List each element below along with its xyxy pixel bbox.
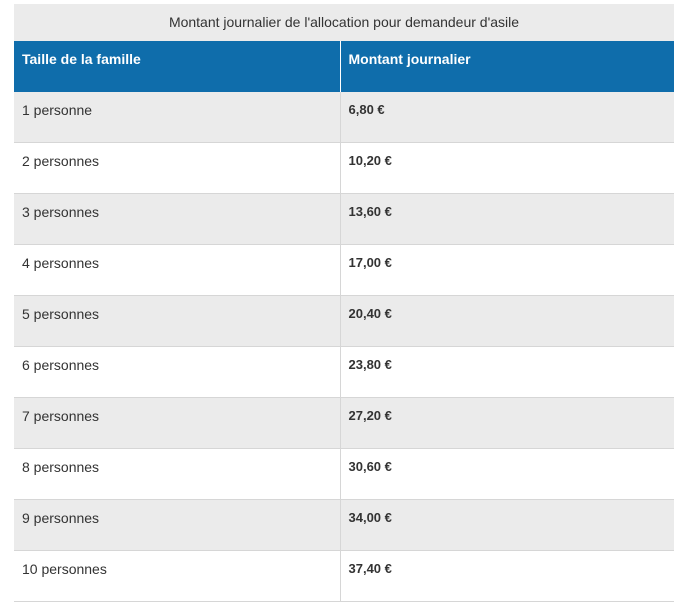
header-daily-amount: Montant journalier bbox=[340, 41, 674, 92]
table-row: 5 personnes 20,40 € bbox=[14, 295, 674, 347]
family-size-cell: 2 personnes bbox=[14, 142, 341, 194]
allowance-table-container: Montant journalier de l'allocation pour … bbox=[14, 4, 674, 602]
table-row: 7 personnes 27,20 € bbox=[14, 397, 674, 449]
table-caption: Montant journalier de l'allocation pour … bbox=[14, 4, 674, 41]
table-header: Taille de la famille Montant journalier bbox=[14, 41, 674, 92]
family-size-cell: 4 personnes bbox=[14, 244, 341, 296]
header-row: Taille de la famille Montant journalier bbox=[14, 41, 674, 92]
daily-amount-cell: 23,80 € bbox=[340, 346, 674, 398]
table-row: 1 personne 6,80 € bbox=[14, 92, 674, 143]
table-row: 10 personnes 37,40 € bbox=[14, 550, 674, 602]
family-size-cell: 1 personne bbox=[14, 92, 341, 143]
daily-amount-cell: 13,60 € bbox=[340, 193, 674, 245]
family-size-cell: 7 personnes bbox=[14, 397, 341, 449]
family-size-cell: 10 personnes bbox=[14, 550, 341, 602]
table-row: 9 personnes 34,00 € bbox=[14, 499, 674, 551]
table-row: 2 personnes 10,20 € bbox=[14, 142, 674, 194]
daily-amount-cell: 10,20 € bbox=[340, 142, 674, 194]
family-size-cell: 5 personnes bbox=[14, 295, 341, 347]
table-row: 4 personnes 17,00 € bbox=[14, 244, 674, 296]
daily-amount-cell: 6,80 € bbox=[340, 92, 674, 143]
family-size-cell: 6 personnes bbox=[14, 346, 341, 398]
allowance-table: Taille de la famille Montant journalier … bbox=[14, 41, 674, 602]
daily-amount-cell: 34,00 € bbox=[340, 499, 674, 551]
daily-amount-cell: 17,00 € bbox=[340, 244, 674, 296]
family-size-cell: 3 personnes bbox=[14, 193, 341, 245]
header-family-size: Taille de la famille bbox=[14, 41, 341, 92]
table-row: 6 personnes 23,80 € bbox=[14, 346, 674, 398]
daily-amount-cell: 20,40 € bbox=[340, 295, 674, 347]
daily-amount-cell: 37,40 € bbox=[340, 550, 674, 602]
table-body: 1 personne 6,80 € 2 personnes 10,20 € 3 … bbox=[14, 92, 674, 602]
table-row: 3 personnes 13,60 € bbox=[14, 193, 674, 245]
daily-amount-cell: 27,20 € bbox=[340, 397, 674, 449]
family-size-cell: 8 personnes bbox=[14, 448, 341, 500]
daily-amount-cell: 30,60 € bbox=[340, 448, 674, 500]
family-size-cell: 9 personnes bbox=[14, 499, 341, 551]
table-row: 8 personnes 30,60 € bbox=[14, 448, 674, 500]
